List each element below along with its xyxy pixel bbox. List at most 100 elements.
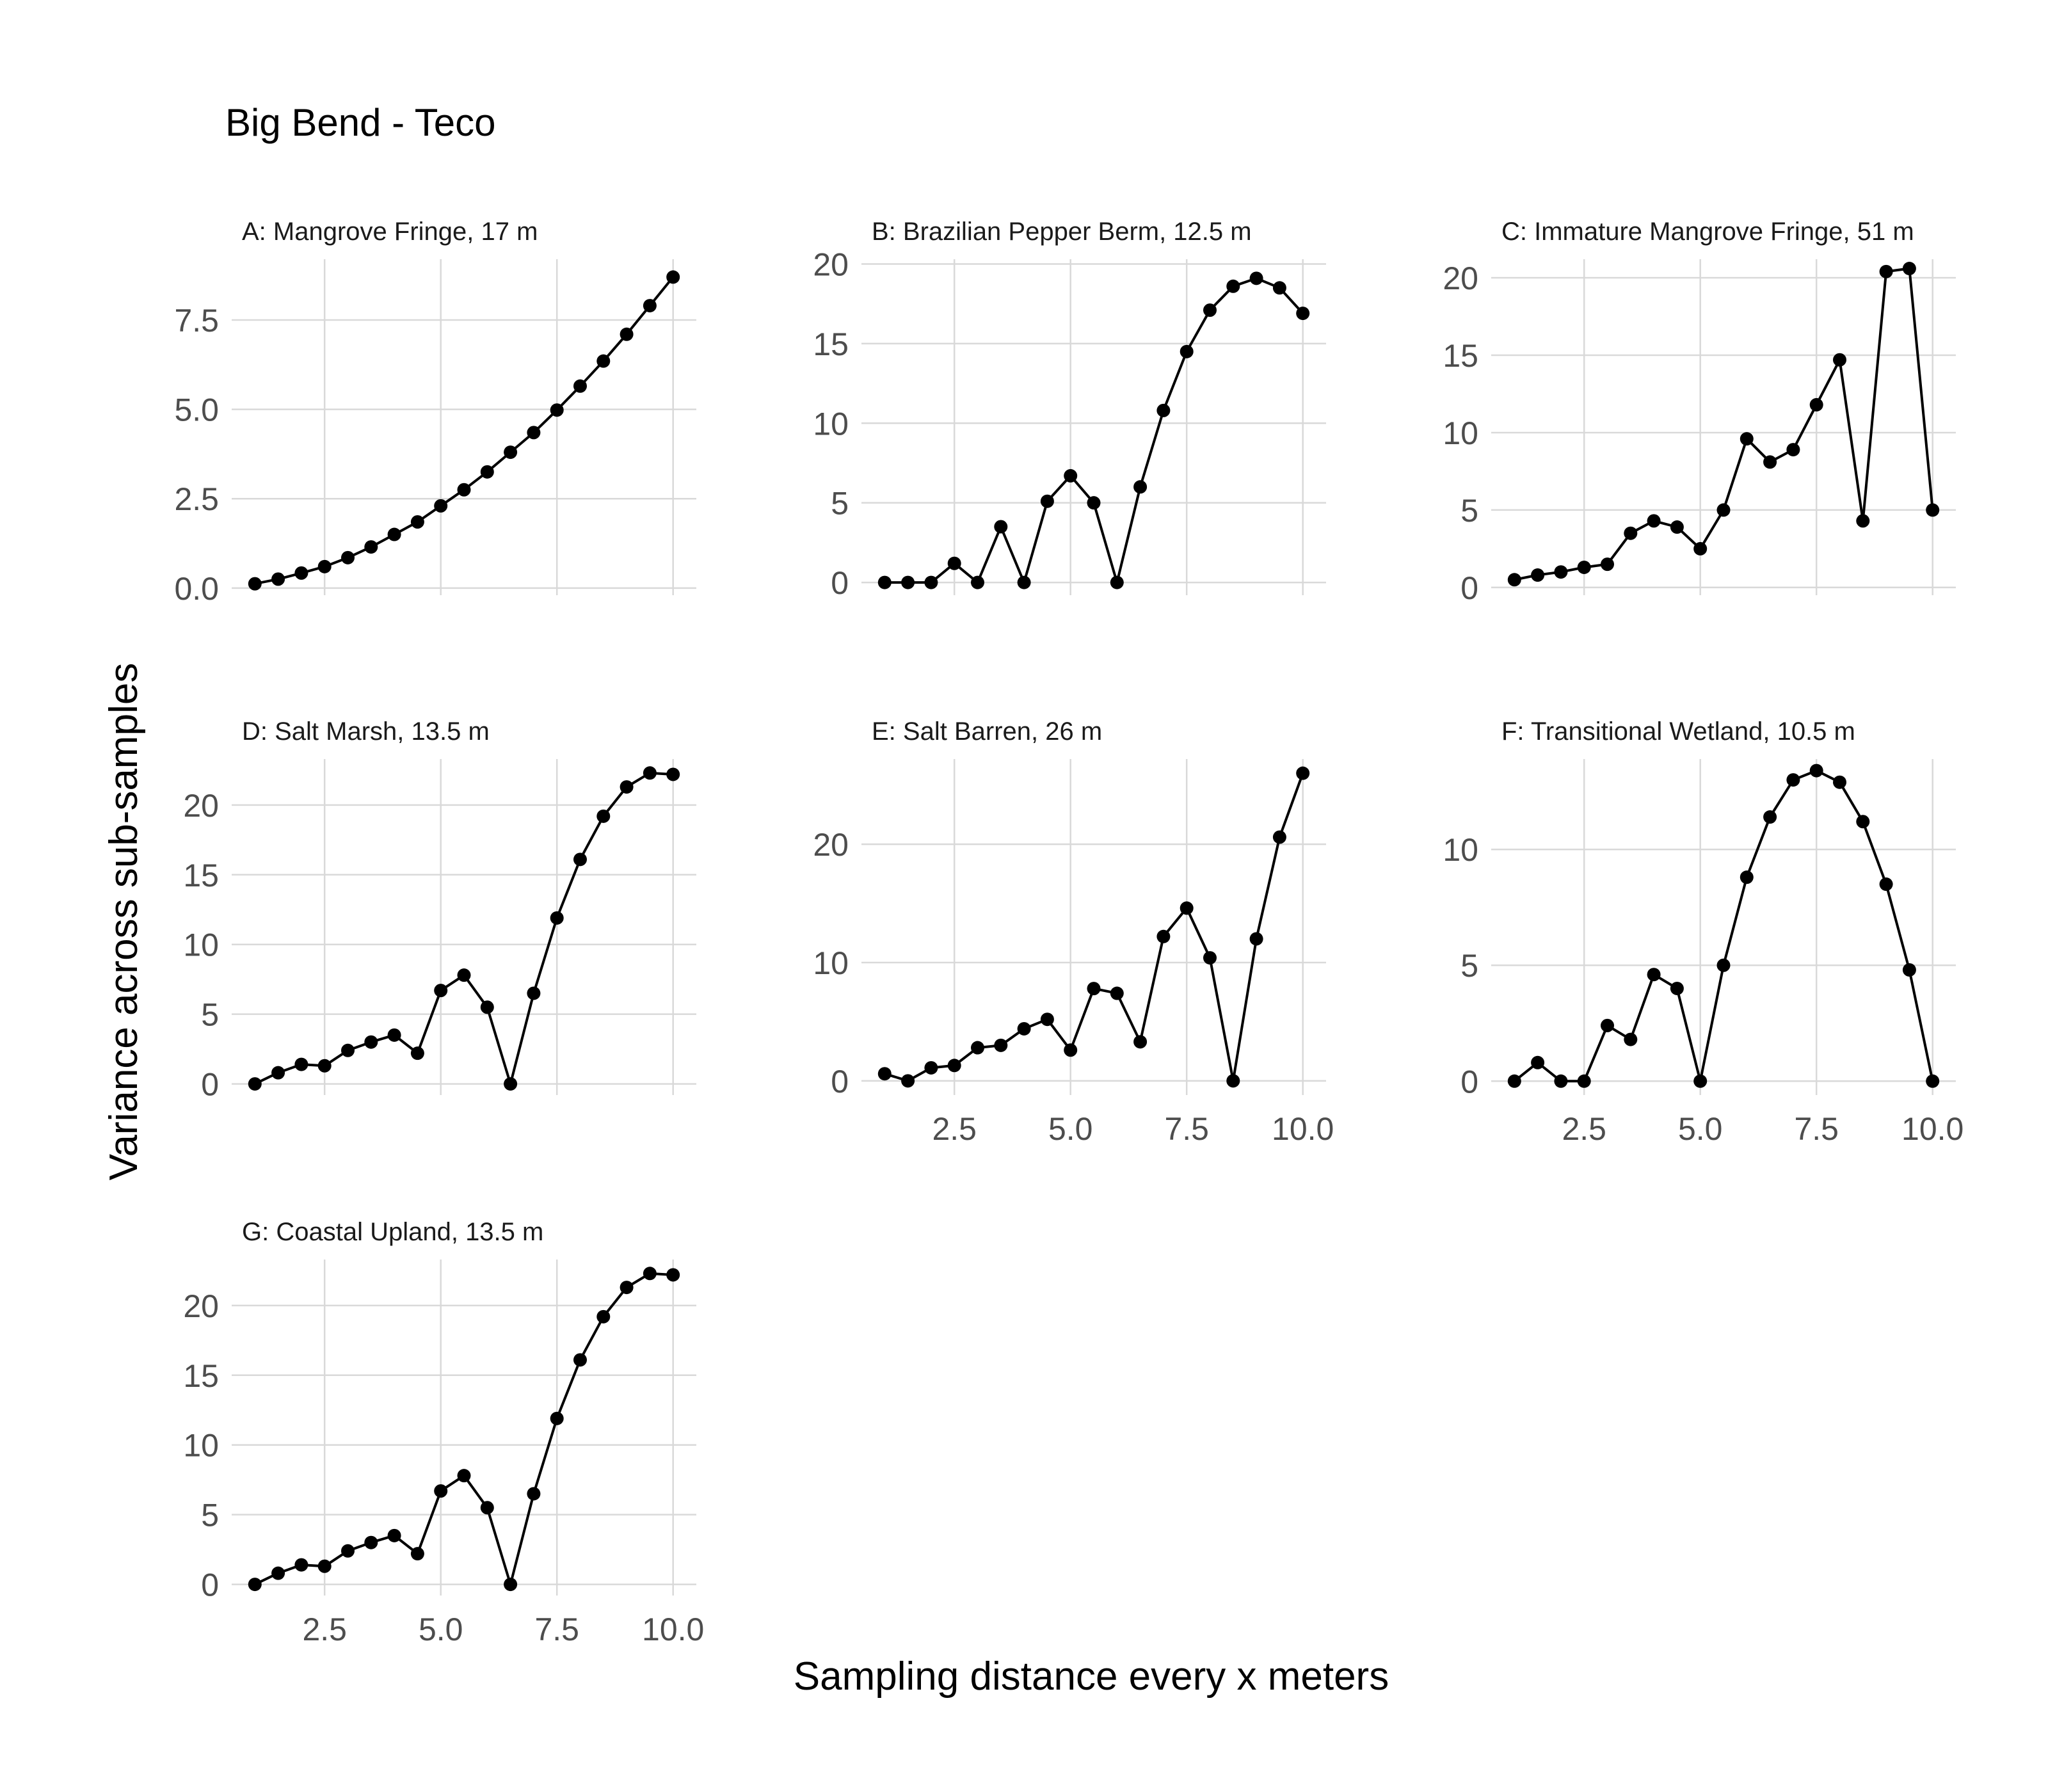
data-point bbox=[387, 1028, 401, 1042]
data-point bbox=[504, 445, 518, 460]
data-point bbox=[387, 527, 401, 541]
data-point bbox=[271, 1066, 285, 1080]
series-line bbox=[884, 276, 1304, 584]
data-point bbox=[1110, 986, 1124, 1000]
facet-panel: F: Transitional Wetland, 10.5 m 0 5 10 2.5 5.… bbox=[1443, 717, 1964, 1147]
data-point bbox=[504, 1578, 518, 1592]
series-line bbox=[1514, 267, 1934, 581]
y-tick-label: 10 bbox=[813, 945, 849, 981]
series-line bbox=[254, 1272, 673, 1586]
data-point bbox=[434, 1484, 448, 1498]
data-point bbox=[643, 299, 657, 313]
x-tick-label: 10.0 bbox=[1272, 1111, 1334, 1147]
data-point bbox=[341, 1544, 355, 1558]
data-point bbox=[620, 1281, 634, 1295]
x-tick-label: 7.5 bbox=[1794, 1111, 1839, 1147]
data-point bbox=[1180, 344, 1194, 358]
series-line bbox=[254, 276, 675, 586]
data-point bbox=[1040, 1012, 1054, 1027]
y-tick-label: 0 bbox=[1460, 570, 1478, 606]
data-point bbox=[527, 426, 541, 440]
data-point bbox=[294, 1057, 308, 1071]
data-point bbox=[504, 1077, 518, 1091]
data-point bbox=[527, 1487, 541, 1501]
data-point bbox=[1647, 968, 1661, 982]
data-point bbox=[1670, 520, 1684, 534]
data-point bbox=[666, 1268, 680, 1282]
facet-panel: B: Brazilian Pepper Berm, 12.5 m 0 5 10 15 20 bbox=[813, 218, 1326, 601]
data-point bbox=[1624, 1032, 1638, 1046]
y-tick-label: 10 bbox=[183, 927, 219, 963]
y-tick-label: 10 bbox=[1443, 415, 1478, 451]
data-point bbox=[1693, 1074, 1708, 1088]
y-tick-label: 20 bbox=[183, 788, 219, 824]
x-tick-label: 2.5 bbox=[932, 1111, 977, 1147]
data-point bbox=[596, 1309, 611, 1324]
x-tick-label: 5.0 bbox=[1048, 1111, 1093, 1147]
panel-title: B: Brazilian Pepper Berm, 12.5 m bbox=[872, 218, 1252, 246]
data-point bbox=[573, 1353, 587, 1367]
y-tick-label: 5 bbox=[1460, 948, 1478, 984]
data-point bbox=[901, 1074, 915, 1088]
panel-title: F: Transitional Wetland, 10.5 m bbox=[1501, 717, 1855, 746]
panel-title: G: Coastal Upland, 13.5 m bbox=[242, 1218, 543, 1246]
data-point bbox=[271, 1566, 285, 1580]
data-point bbox=[1624, 526, 1638, 540]
data-point bbox=[341, 550, 355, 564]
data-point bbox=[1017, 1021, 1031, 1036]
y-tick-label: 0 bbox=[201, 1567, 219, 1603]
y-tick-label: 20 bbox=[813, 827, 849, 863]
y-tick-label: 20 bbox=[1443, 260, 1478, 296]
data-point bbox=[1156, 403, 1171, 417]
data-point bbox=[1226, 279, 1240, 293]
data-point bbox=[550, 1411, 564, 1425]
facet-panels: A: Mangrove Fringe, 17 m 0.0 2.5 5.0 7.5 B: B… bbox=[174, 218, 1964, 1647]
y-tick-label: 10 bbox=[183, 1428, 219, 1464]
data-point bbox=[1809, 397, 1823, 412]
data-point bbox=[620, 327, 634, 341]
data-point bbox=[1601, 1018, 1614, 1032]
data-point bbox=[410, 1547, 424, 1561]
data-point bbox=[480, 1000, 494, 1014]
data-point bbox=[1203, 303, 1217, 317]
data-point bbox=[1601, 557, 1614, 572]
data-point bbox=[1507, 1074, 1521, 1088]
data-point bbox=[480, 465, 494, 479]
data-point bbox=[1180, 901, 1194, 915]
data-point bbox=[1156, 929, 1171, 943]
data-point bbox=[1296, 766, 1310, 780]
data-point bbox=[994, 520, 1008, 534]
data-point bbox=[877, 575, 892, 589]
data-point bbox=[317, 1059, 332, 1073]
figure-title: Big Bend - Teco bbox=[225, 101, 496, 144]
data-point bbox=[387, 1528, 401, 1542]
data-point bbox=[1133, 480, 1148, 494]
data-point bbox=[1087, 982, 1101, 996]
data-point bbox=[1133, 1035, 1148, 1049]
x-tick-label: 5.0 bbox=[419, 1612, 463, 1647]
y-tick-label: 5 bbox=[831, 486, 849, 522]
data-point bbox=[620, 780, 634, 794]
data-point bbox=[434, 499, 448, 513]
data-point bbox=[1110, 575, 1124, 589]
y-tick-label: 20 bbox=[183, 1288, 219, 1324]
y-tick-label: 0 bbox=[1460, 1064, 1478, 1100]
y-tick-label: 5.0 bbox=[174, 392, 219, 428]
data-point bbox=[294, 1558, 308, 1572]
data-point bbox=[1856, 815, 1870, 829]
data-point bbox=[1716, 958, 1731, 972]
panel-title: E: Salt Barren, 26 m bbox=[872, 717, 1102, 746]
y-tick-label: 10 bbox=[813, 406, 849, 442]
data-point bbox=[1740, 870, 1754, 884]
data-point bbox=[1577, 1074, 1591, 1088]
data-point bbox=[550, 911, 564, 925]
facet-panel: A: Mangrove Fringe, 17 m 0.0 2.5 5.0 7.5 bbox=[174, 218, 696, 607]
y-tick-label: 0 bbox=[831, 565, 849, 601]
x-tick-label: 5.0 bbox=[1678, 1111, 1723, 1147]
data-point bbox=[1763, 455, 1777, 469]
data-point bbox=[901, 575, 915, 589]
x-tick-label: 7.5 bbox=[534, 1612, 579, 1647]
y-tick-label: 7.5 bbox=[174, 303, 219, 339]
data-point bbox=[1763, 810, 1777, 824]
